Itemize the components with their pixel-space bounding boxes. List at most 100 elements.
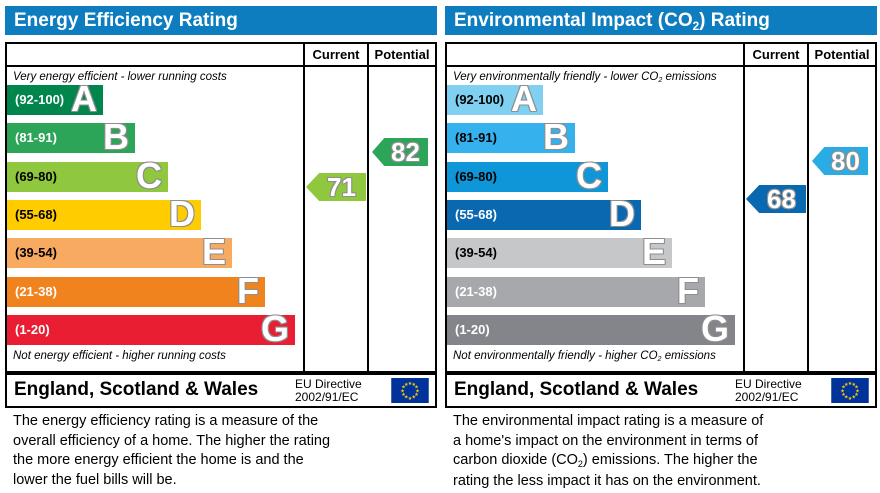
eu-flag-icon: ★ ★★★★★★★★★★★	[391, 378, 429, 403]
svg-text:★: ★	[840, 388, 845, 394]
bottom-caption: Not environmentally friendly - higher CO…	[453, 350, 716, 364]
panel-title-energy: Energy Efficiency Rating	[5, 6, 437, 35]
region-label: England, Scotland & Wales	[14, 379, 259, 400]
band-letter: G	[700, 308, 729, 349]
svg-text:★: ★	[848, 381, 853, 387]
band-letter: E	[201, 231, 226, 272]
band-letter: C	[576, 155, 602, 196]
svg-text:★: ★	[855, 388, 860, 394]
current-column-header: Current	[312, 47, 360, 62]
band-range-label: (1-20)	[15, 322, 50, 337]
band-e: (39-54) E	[7, 233, 232, 271]
svg-text:★: ★	[408, 396, 413, 402]
environmental-impact-panel: Environmental Impact (CO2) Rating Curren…	[445, 6, 877, 493]
band-letter: F	[237, 270, 259, 311]
band-range-label: (92-100)	[455, 92, 505, 107]
band-a: (92-100) A	[447, 80, 543, 118]
band-letter: D	[609, 193, 635, 234]
svg-text:★: ★	[414, 385, 419, 391]
eu-directive-line1: EU Directive	[295, 377, 362, 391]
panel-title-subscript: 2	[692, 19, 700, 33]
potential-column-header: Potential	[814, 47, 870, 62]
svg-text:★: ★	[852, 382, 857, 388]
band-range-label: (39-54)	[15, 245, 57, 260]
eu-directive-line1: EU Directive	[735, 377, 802, 391]
band-range-label: (39-54)	[455, 245, 497, 260]
band-letter: A	[511, 78, 537, 119]
panel-title-text-end: ) Rating	[699, 10, 770, 31]
svg-text:★: ★	[408, 381, 413, 387]
band-letter: E	[641, 231, 666, 272]
potential-rating-value: 80	[831, 146, 860, 176]
svg-text:★: ★	[400, 388, 405, 394]
band-range-label: (69-80)	[455, 169, 497, 184]
eu-directive-line2: 2002/91/EC	[295, 390, 359, 404]
svg-text:★: ★	[412, 395, 417, 401]
svg-text:★: ★	[841, 385, 846, 391]
region-footer: England, Scotland & Wales EU Directive 2…	[445, 373, 877, 408]
band-d: (55-68) D	[7, 195, 201, 233]
band-range-label: (21-38)	[455, 284, 497, 299]
band-range-label: (55-68)	[455, 207, 497, 222]
band-letter: F	[677, 270, 699, 311]
header-separator	[447, 65, 875, 67]
top-caption-text-end: emissions	[662, 71, 717, 83]
current-rating-value: 71	[327, 172, 356, 202]
svg-text:★: ★	[404, 382, 409, 388]
panel-title-text: Environmental Impact (CO	[454, 10, 693, 31]
potential-column-divider	[807, 44, 809, 371]
band-range-label: (81-91)	[15, 130, 57, 145]
energy-rating-chart: Current Potential Very energy efficient …	[5, 42, 437, 373]
svg-text:★: ★	[401, 385, 406, 391]
band-range-label: (55-68)	[15, 207, 57, 222]
eu-directive-label: EU Directive 2002/91/EC	[295, 378, 362, 404]
svg-text:★: ★	[404, 395, 409, 401]
potential-column-divider	[367, 44, 369, 371]
bottom-caption-text-end: emissions	[661, 350, 716, 362]
description-text-end: ) emissions. The higher the rating the l…	[453, 452, 761, 489]
region-footer: England, Scotland & Wales EU Directive 2…	[5, 373, 437, 408]
bottom-caption-text: Not environmentally friendly - higher CO	[453, 350, 658, 362]
current-rating-arrow: 68	[746, 185, 806, 213]
region-label: England, Scotland & Wales	[454, 379, 699, 400]
band-e: (39-54) E	[447, 233, 672, 271]
description-subscript: 2	[577, 458, 583, 469]
description-text: The energy efficiency rating is a measur…	[13, 413, 331, 488]
svg-text:★: ★	[848, 396, 853, 402]
band-range-label: (92-100)	[15, 92, 65, 107]
svg-text:★: ★	[414, 392, 419, 398]
band-a: (92-100) A	[7, 80, 103, 118]
current-column-divider	[303, 44, 305, 371]
description-text: The environmental impact rating is a mea…	[453, 413, 764, 468]
svg-text:★: ★	[401, 392, 406, 398]
band-range-label: (69-80)	[15, 169, 57, 184]
current-rating-arrow: 71	[306, 173, 366, 201]
panel-title-text: Energy Efficiency Rating	[14, 10, 238, 31]
band-b: (81-91) B	[447, 118, 575, 156]
top-caption: Very environmentally friendly - lower CO…	[453, 71, 717, 84]
bottom-caption: Not energy efficient - higher running co…	[13, 350, 226, 362]
band-letter: D	[169, 193, 195, 234]
band-c: (69-80) C	[447, 157, 608, 195]
band-c: (69-80) C	[7, 157, 168, 195]
energy-description: The energy efficiency rating is a measur…	[13, 412, 367, 491]
band-letter: B	[543, 116, 569, 157]
band-range-label: (81-91)	[455, 130, 497, 145]
svg-text:★: ★	[854, 392, 859, 398]
svg-text:★: ★	[844, 395, 849, 401]
top-caption-text: Very environmentally friendly - lower CO	[453, 71, 659, 83]
band-b: (81-91) B	[7, 118, 135, 156]
band-letter: G	[260, 308, 289, 349]
eu-directive-label: EU Directive 2002/91/EC	[735, 378, 802, 404]
svg-text:★: ★	[844, 382, 849, 388]
band-range-label: (21-38)	[15, 284, 57, 299]
band-letter: A	[71, 78, 97, 119]
bottom-caption-subscript: 2	[657, 355, 662, 364]
band-g: (1-20) G	[7, 310, 295, 348]
bottom-caption-text: Not energy efficient - higher running co…	[13, 350, 226, 362]
co2-description: The environmental impact rating is a mea…	[453, 412, 779, 491]
band-range-label: (1-20)	[455, 322, 490, 337]
top-caption-text: Very energy efficient - lower running co…	[13, 71, 227, 83]
co2-rating-chart: Current Potential Very environmentally f…	[445, 42, 877, 373]
potential-rating-value: 82	[391, 137, 420, 167]
